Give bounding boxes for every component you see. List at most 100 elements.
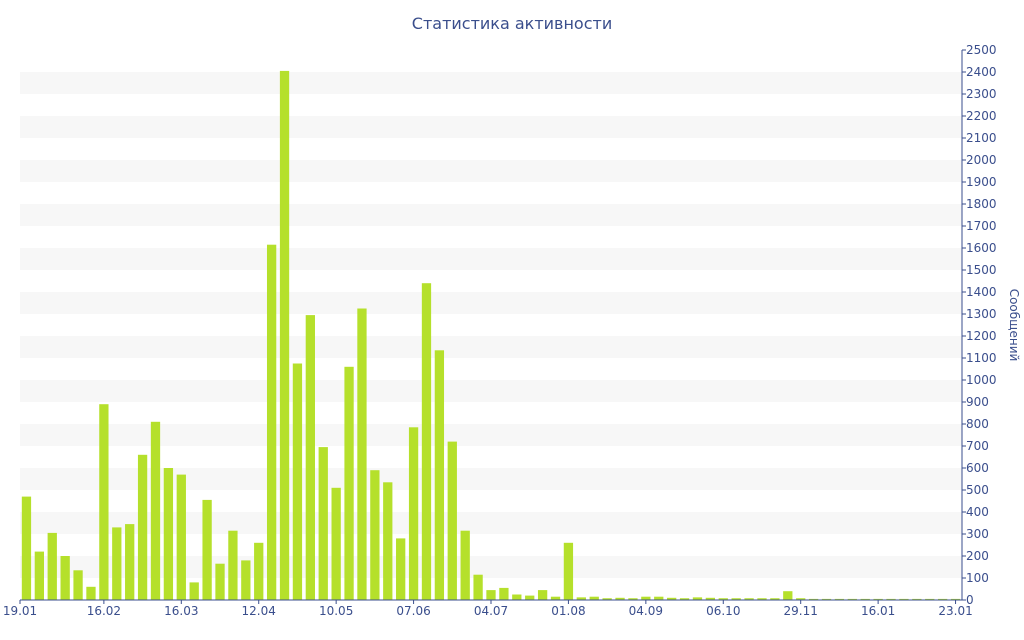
y-tick-label: 700: [966, 439, 989, 453]
x-tick-label: 16.02: [87, 604, 121, 618]
bar: [254, 542, 264, 600]
bar: [602, 598, 612, 600]
x-tick-label: 07.06: [396, 604, 430, 618]
bar: [434, 350, 445, 600]
bar: [47, 532, 57, 600]
bar: [279, 70, 290, 600]
y-tick-label: 1700: [966, 219, 997, 233]
y-tick-label: 400: [966, 505, 989, 519]
y-tick-label: 1800: [966, 197, 997, 211]
bar: [679, 598, 690, 600]
bar: [950, 598, 961, 600]
y-tick-label: 2400: [966, 65, 997, 79]
bar: [99, 404, 109, 600]
grid-band: [20, 292, 962, 314]
bar: [628, 598, 638, 600]
bar: [654, 596, 664, 600]
bar: [202, 499, 212, 600]
bar: [744, 598, 754, 600]
bar: [21, 496, 32, 600]
bar: [228, 530, 238, 600]
bar: [60, 556, 70, 600]
bar: [189, 582, 199, 600]
bar: [421, 283, 432, 600]
bar: [860, 598, 870, 600]
y-tick-label: 2200: [966, 109, 997, 123]
grid-band: [20, 204, 962, 226]
bar: [150, 421, 161, 600]
bar: [550, 596, 561, 600]
x-tick-label: 16.01: [861, 604, 895, 618]
chart-title: Статистика активности: [411, 14, 613, 33]
bar: [292, 363, 303, 600]
bar: [215, 563, 225, 600]
bar: [447, 441, 457, 600]
bar: [563, 542, 574, 600]
y-tick-label: 1200: [966, 329, 997, 343]
y-tick-label: 2500: [966, 43, 997, 57]
bar: [757, 598, 767, 600]
bar: [705, 597, 716, 600]
bar: [305, 315, 315, 600]
bar: [331, 487, 341, 600]
y-tick-label: 800: [966, 417, 989, 431]
bar: [241, 560, 251, 600]
bar: [137, 454, 148, 600]
bar: [473, 574, 483, 600]
y-tick-label: 2000: [966, 153, 997, 167]
y-tick-label: 1400: [966, 285, 997, 299]
bar: [641, 596, 651, 600]
y-tick-label: 1100: [966, 351, 997, 365]
bar: [667, 597, 677, 600]
bar: [512, 594, 522, 600]
bar: [408, 427, 419, 600]
bar: [460, 530, 470, 600]
grid-band: [20, 380, 962, 402]
y-tick-label: 200: [966, 549, 989, 563]
y-tick-label: 100: [966, 571, 989, 585]
bar: [370, 470, 380, 600]
bar: [821, 598, 832, 600]
grid-band: [20, 160, 962, 182]
x-tick-label: 16.03: [164, 604, 198, 618]
x-tick-label: 12.04: [242, 604, 276, 618]
y-tick-label: 0: [966, 593, 974, 607]
bar: [499, 587, 509, 600]
bar: [886, 598, 896, 600]
x-tick-label: 06.10: [706, 604, 740, 618]
bar: [525, 595, 535, 600]
x-tick-label: 04.09: [629, 604, 663, 618]
y-tick-label: 2300: [966, 87, 997, 101]
bar: [615, 597, 625, 600]
x-tick-label: 29.11: [784, 604, 818, 618]
bar: [266, 244, 277, 600]
y-tick-label: 1900: [966, 175, 997, 189]
x-tick-label: 23.01: [938, 604, 972, 618]
bar: [176, 474, 186, 600]
bar: [796, 598, 806, 600]
bar: [899, 598, 909, 600]
bar: [537, 590, 548, 600]
bar: [770, 598, 780, 600]
y-tick-label: 900: [966, 395, 989, 409]
y-tick-label: 1300: [966, 307, 997, 321]
y-tick-label: 2100: [966, 131, 997, 145]
y-tick-label: 600: [966, 461, 989, 475]
bar: [718, 598, 728, 600]
bar: [318, 447, 328, 600]
bar: [808, 598, 819, 600]
bar: [576, 597, 586, 600]
x-tick-label: 01.08: [551, 604, 585, 618]
grid-band: [20, 336, 962, 358]
grid-band: [20, 248, 962, 270]
bar: [163, 468, 174, 600]
bar: [125, 524, 135, 600]
x-tick-label: 19.01: [3, 604, 37, 618]
bar: [783, 591, 793, 600]
y-tick-label: 1500: [966, 263, 997, 277]
x-tick-label: 04.07: [474, 604, 508, 618]
grid-band: [20, 116, 962, 138]
bar: [383, 482, 393, 600]
bar: [396, 538, 406, 600]
